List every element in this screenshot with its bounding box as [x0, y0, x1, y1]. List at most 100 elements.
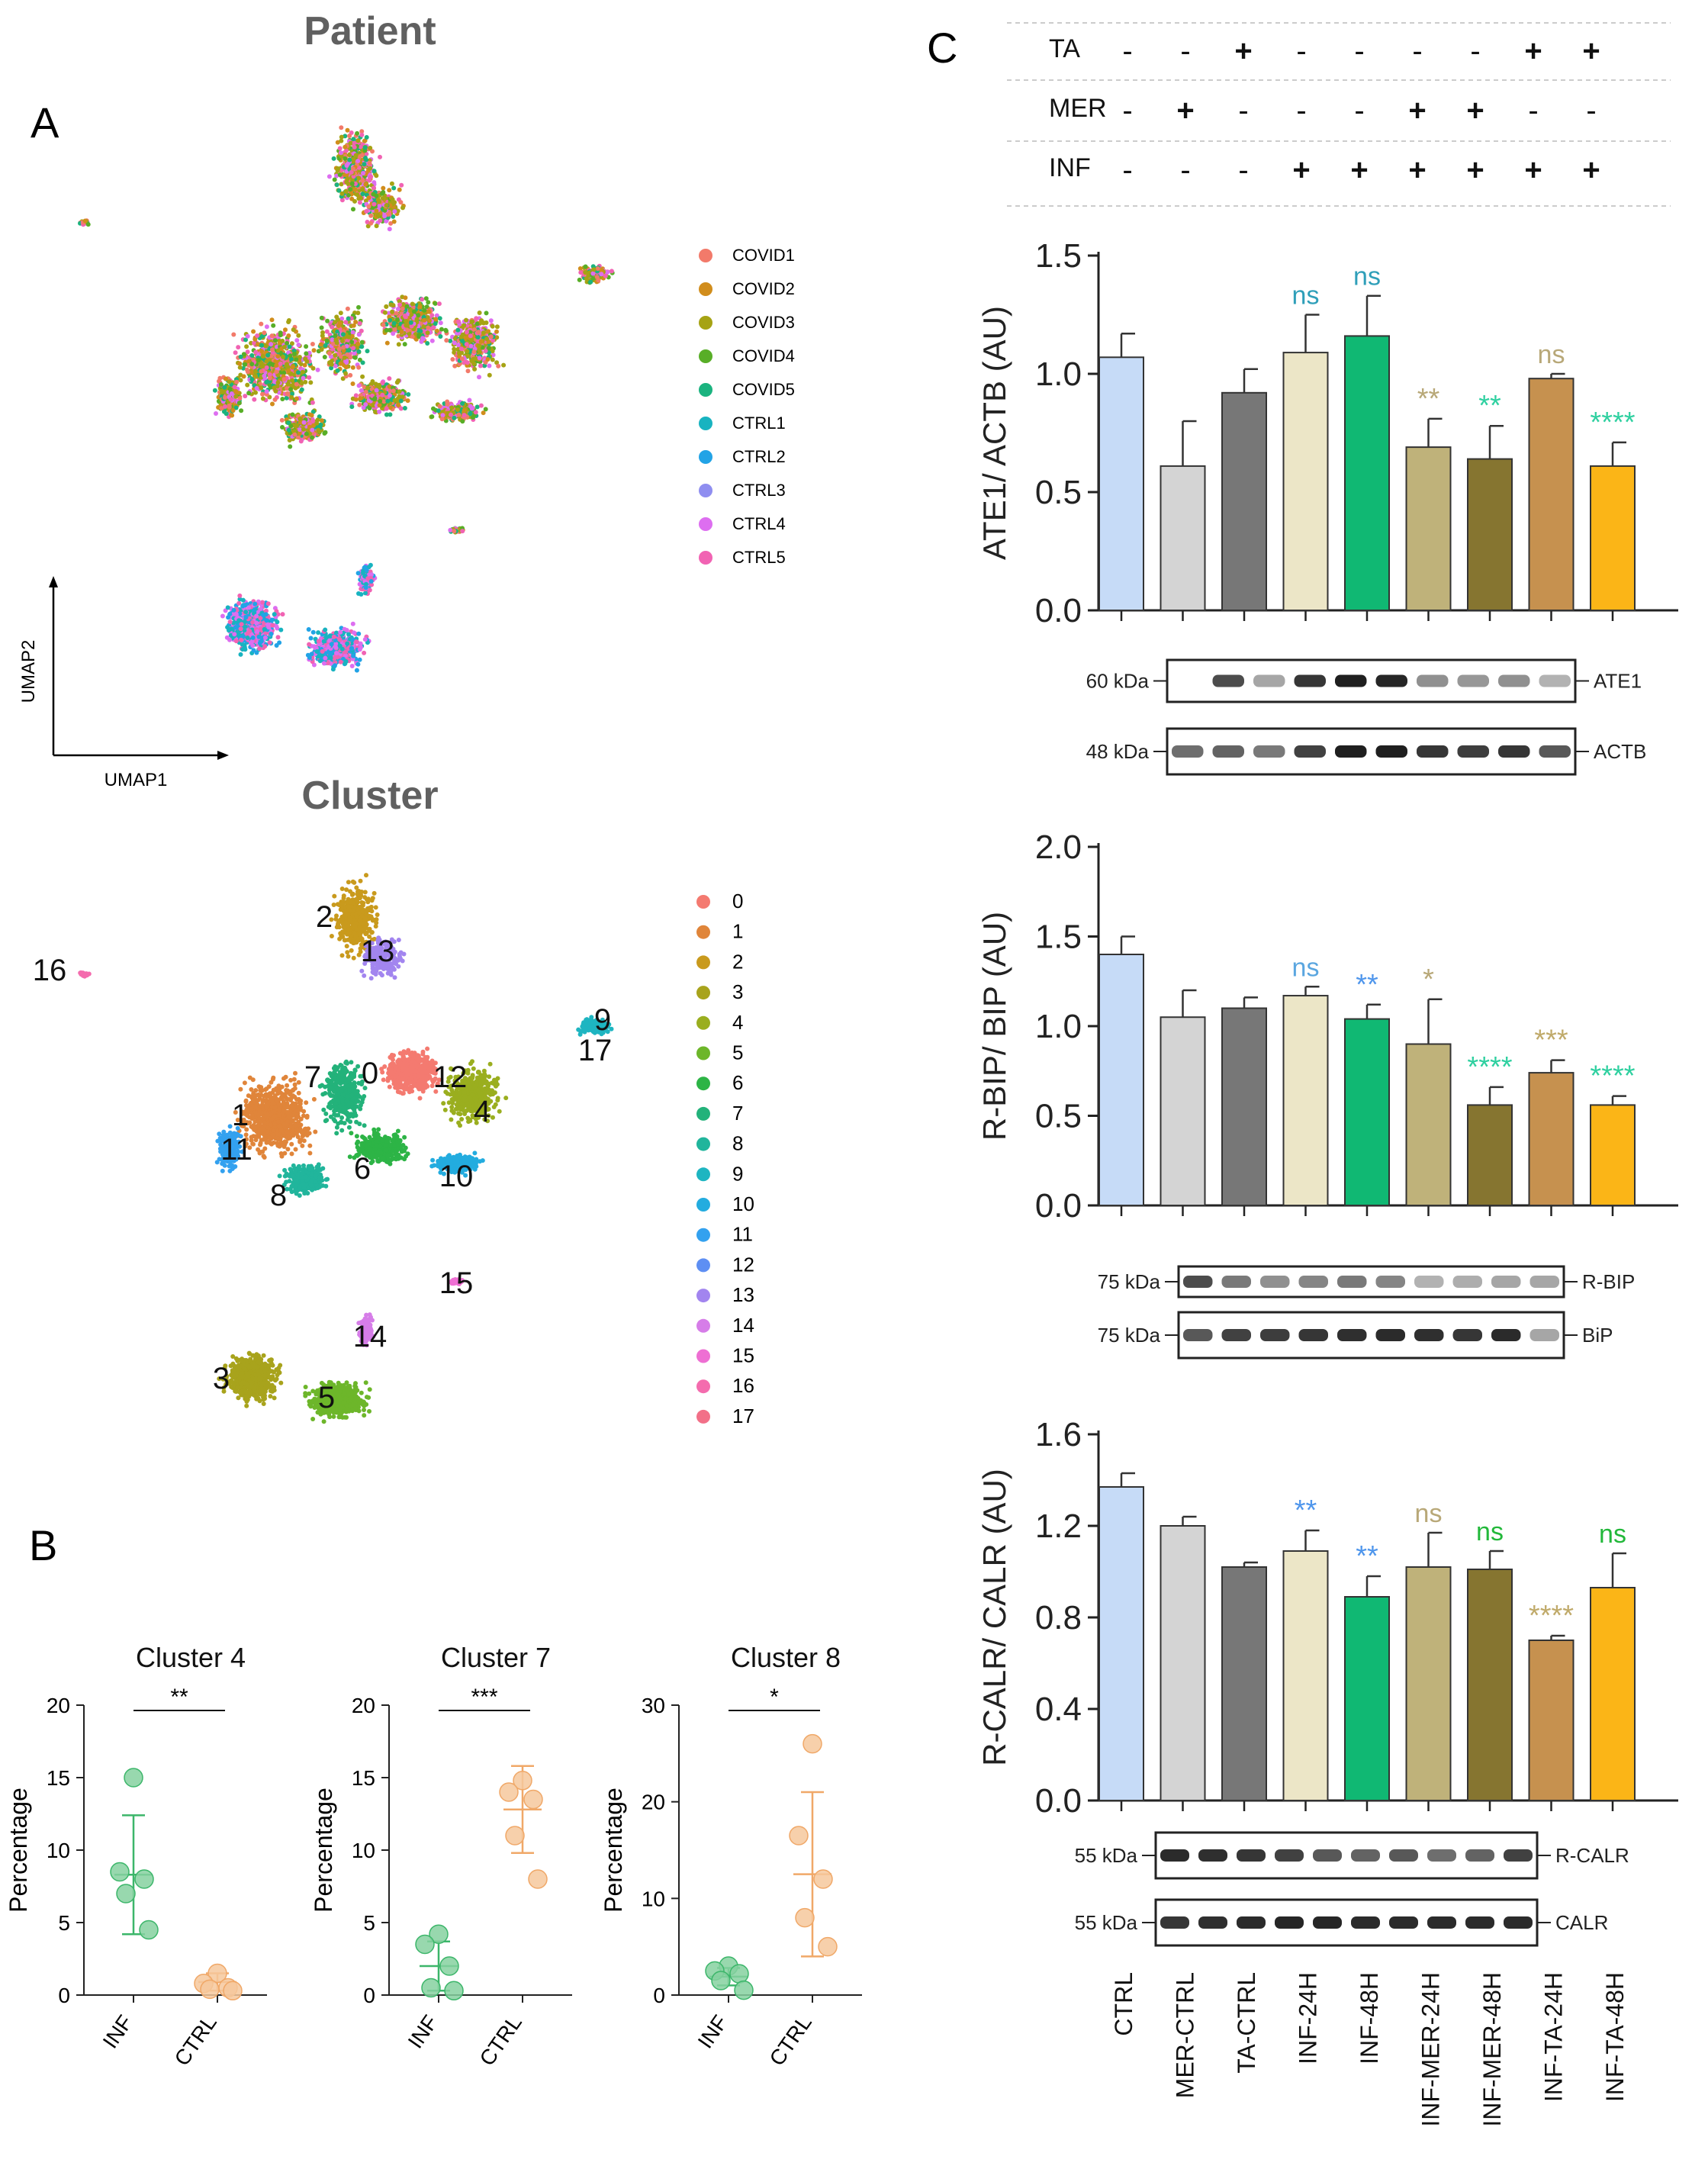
- blot-band: [1452, 1276, 1482, 1288]
- legend-label: COVID5: [732, 380, 795, 399]
- legend-swatch: [696, 1167, 710, 1182]
- blot-kda-label: 55 kDa: [1075, 1844, 1138, 1867]
- cluster-number-label: 16: [33, 954, 67, 987]
- blot-band: [1221, 1329, 1251, 1341]
- treatment-sign: +: [1176, 94, 1194, 127]
- treatment-sign: -: [1296, 94, 1306, 127]
- blot-ate1: 60 kDa ATE1: [1086, 658, 1642, 703]
- blot-band: [1212, 674, 1244, 687]
- bar-4: [1282, 1550, 1329, 1801]
- data-point: [110, 1862, 130, 1882]
- data-point: [124, 1768, 143, 1788]
- x-category-label: TA-CTRL: [1233, 1972, 1260, 2074]
- y-axis-title: Percentage: [5, 1788, 32, 1913]
- legend-label: 6: [732, 1071, 743, 1094]
- treatment-sign: +: [1350, 153, 1368, 187]
- significance-label: **: [1417, 383, 1440, 415]
- y-tick-label: 5: [363, 1911, 375, 1935]
- x-category-label: INF: [693, 2011, 732, 2053]
- blot-protein-label: R-BIP: [1582, 1270, 1635, 1293]
- x-category-label: INF-MER-24H: [1417, 1972, 1445, 2127]
- panel-letter-c: C: [927, 24, 957, 72]
- significance-label: ns: [1292, 282, 1320, 311]
- legend-swatch: [696, 1409, 710, 1424]
- legend-label: 10: [732, 1192, 754, 1215]
- legend-swatch: [699, 383, 712, 397]
- bar-category-labels: CTRL MER-CTRL TA-CTRL INF-24H INF-48H INF-MER…: [1110, 1972, 1629, 2127]
- bar-1: [1098, 356, 1144, 611]
- blot-band: [1539, 674, 1571, 687]
- blot-protein-label: ATE1: [1594, 670, 1642, 693]
- blot-band: [1253, 745, 1285, 758]
- blot-band: [1298, 1329, 1328, 1341]
- blot-band: [1237, 1849, 1266, 1862]
- blot-band: [1491, 1329, 1521, 1341]
- y-tick-label: 15: [352, 1766, 375, 1790]
- blot-r-calr: 55 kDa R-CALR: [1075, 1831, 1629, 1880]
- blot-band: [1160, 1916, 1189, 1929]
- patient-legend: COVID1 COVID2 COVID3 COVID4 COVID5 CTRL1 CTRL2…: [699, 246, 795, 567]
- legend-label: CTRL1: [732, 414, 786, 433]
- blot-band: [1335, 745, 1367, 758]
- bar-2: [1160, 465, 1206, 612]
- data-point: [505, 1826, 525, 1846]
- x-category-label: CTRL: [475, 2011, 526, 2071]
- blot-band: [1275, 1916, 1304, 1929]
- blot-band: [1172, 745, 1204, 758]
- bar-9: [1590, 1104, 1636, 1207]
- treatment-sign: +: [1408, 94, 1426, 127]
- y-tick-label: 1.5: [1035, 237, 1082, 275]
- blot-band: [1427, 1916, 1456, 1929]
- blot-band: [1275, 1849, 1304, 1862]
- significance-label: ns: [1353, 262, 1381, 291]
- blot-band: [1491, 1276, 1521, 1288]
- y-tick-label: 20: [642, 1791, 665, 1814]
- blot-band: [1260, 1276, 1290, 1288]
- y-axis-title: R-BIP/ BIP (AU): [976, 912, 1012, 1141]
- blot-band: [1465, 1849, 1494, 1862]
- legend-label: COVID4: [732, 346, 795, 365]
- treatment-sign: -: [1470, 34, 1480, 68]
- bar-6: [1405, 1566, 1452, 1801]
- data-point: [116, 1884, 136, 1904]
- y-tick-label: 10: [47, 1839, 70, 1862]
- blot-band: [1253, 674, 1285, 687]
- umap-patient-scatter: [78, 125, 615, 673]
- blot-band: [1337, 1329, 1367, 1341]
- y-tick-label: 0.8: [1035, 1599, 1082, 1636]
- blot-band: [1313, 1916, 1342, 1929]
- blot-actb: 48 kDa ACTB: [1086, 727, 1646, 776]
- significance-label: ****: [1467, 1051, 1512, 1083]
- cluster-number-label: 12: [433, 1060, 468, 1094]
- cluster-number-label: 10: [439, 1160, 474, 1193]
- treatment-sign: +: [1582, 153, 1600, 187]
- data-point: [134, 1869, 154, 1889]
- blot-band: [1375, 674, 1407, 687]
- panel-letter-b: B: [29, 1521, 57, 1569]
- bar-2: [1160, 1525, 1206, 1801]
- y-tick-label: 0.0: [1035, 1782, 1082, 1820]
- legend-swatch: [699, 551, 712, 565]
- significance-label: ns: [1292, 953, 1320, 982]
- legend-swatch: [699, 349, 712, 363]
- bar-8: [1528, 1640, 1575, 1801]
- blot-band: [1417, 674, 1449, 687]
- treatment-label: TA: [1049, 34, 1080, 63]
- treatment-sign: -: [1238, 153, 1248, 187]
- legend-swatch: [699, 316, 712, 330]
- y-tick-label: 1.2: [1035, 1508, 1082, 1545]
- bar-3: [1221, 1007, 1267, 1206]
- y-tick-label: 2.0: [1035, 829, 1082, 866]
- bar-3: [1221, 1566, 1267, 1801]
- blot-band: [1337, 1276, 1367, 1288]
- blot-band: [1198, 1916, 1227, 1929]
- data-point: [711, 1971, 731, 1990]
- significance-label: ns: [1415, 1499, 1443, 1528]
- x-category-label: INF-TA-24H: [1540, 1972, 1568, 2102]
- x-category-label: CTRL: [765, 2011, 816, 2071]
- legend-label: 9: [732, 1162, 743, 1185]
- data-point: [528, 1869, 548, 1889]
